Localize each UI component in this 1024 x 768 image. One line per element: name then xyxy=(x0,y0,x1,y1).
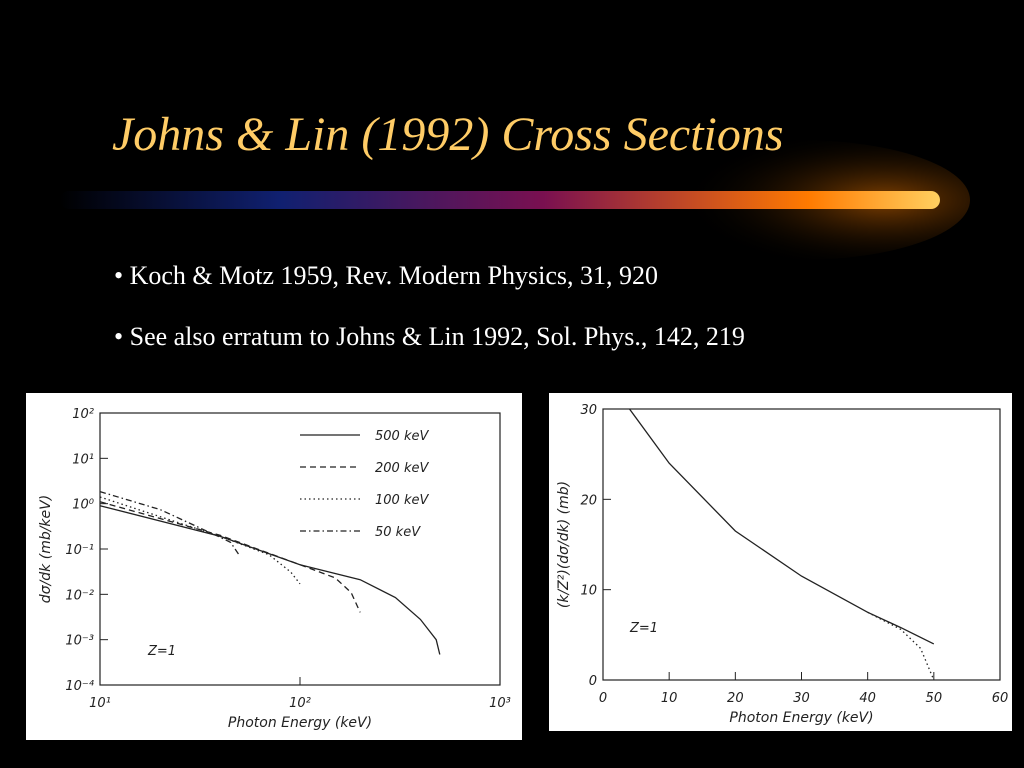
x-tick-label: 40 xyxy=(859,691,876,706)
data-line xyxy=(628,408,935,645)
y-tick-label: 10¹ xyxy=(72,452,94,467)
x-axis-label: Photon Energy (keV) xyxy=(729,710,873,726)
legend-label: 100 keV xyxy=(375,493,429,508)
y-tick-label: 10⁰ xyxy=(72,498,95,513)
x-tick-label: 10³ xyxy=(489,696,511,711)
x-tick-label: 0 xyxy=(599,691,607,706)
chart-panel xyxy=(26,393,522,740)
annotation: Z=1 xyxy=(147,644,176,659)
y-tick-label: 10⁻⁴ xyxy=(65,679,94,694)
x-tick-label: 30 xyxy=(793,691,810,706)
x-tick-label: 60 xyxy=(992,691,1009,706)
legend-label: 500 keV xyxy=(375,429,429,444)
y-tick-label: 30 xyxy=(580,403,597,418)
y-tick-label: 10 xyxy=(580,584,597,599)
y-tick-label: 10² xyxy=(72,407,94,422)
bullet: • See also erratum to Johns & Lin 1992, … xyxy=(114,322,745,351)
y-tick-label: 10⁻³ xyxy=(65,634,94,649)
y-axis-label: (k/Z²)(dσ/dk) (mb) xyxy=(556,481,572,608)
data-line xyxy=(867,611,935,681)
bullet: • Koch & Motz 1959, Rev. Modern Physics,… xyxy=(114,261,658,290)
swoosh xyxy=(60,191,940,209)
y-tick-label: 0 xyxy=(589,674,597,689)
data-line xyxy=(99,490,241,557)
y-tick-label: 20 xyxy=(580,493,597,508)
x-tick-label: 50 xyxy=(926,691,943,706)
legend-label: 200 keV xyxy=(375,461,429,476)
y-axis-label: dσ/dk (mb/keV) xyxy=(38,495,54,603)
slide-title: Johns & Lin (1992) Cross Sections xyxy=(112,108,784,161)
legend-label: 50 keV xyxy=(375,525,421,540)
x-tick-label: 10¹ xyxy=(89,696,111,711)
x-axis-label: Photon Energy (keV) xyxy=(228,715,372,731)
data-line xyxy=(99,501,361,613)
y-tick-label: 10⁻¹ xyxy=(65,543,94,558)
x-tick-label: 10 xyxy=(661,691,678,706)
annotation: Z=1 xyxy=(629,621,658,636)
x-tick-label: 10² xyxy=(289,696,311,711)
y-tick-label: 10⁻² xyxy=(65,588,94,603)
x-tick-label: 20 xyxy=(727,691,744,706)
